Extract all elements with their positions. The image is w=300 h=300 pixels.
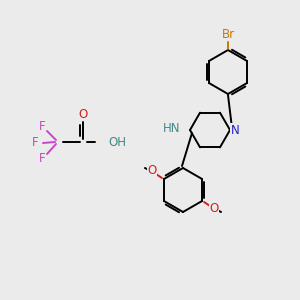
Text: F: F	[32, 136, 38, 149]
Text: O: O	[78, 107, 88, 121]
Text: N: N	[231, 124, 239, 136]
Text: O: O	[147, 164, 157, 178]
Text: OH: OH	[108, 136, 126, 148]
Text: O: O	[209, 202, 219, 215]
Text: F: F	[39, 119, 45, 133]
Text: F: F	[39, 152, 45, 166]
Text: HN: HN	[163, 122, 180, 134]
Text: Br: Br	[221, 28, 235, 40]
